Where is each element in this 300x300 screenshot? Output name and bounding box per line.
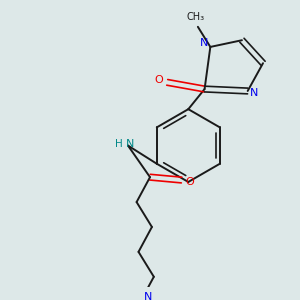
Text: O: O (186, 177, 195, 187)
Text: N: N (126, 139, 134, 148)
Text: CH₃: CH₃ (187, 12, 205, 22)
Text: O: O (154, 75, 163, 85)
Text: N: N (250, 88, 259, 98)
Text: N: N (200, 38, 208, 48)
Text: H: H (115, 139, 122, 148)
Text: N: N (144, 292, 152, 300)
